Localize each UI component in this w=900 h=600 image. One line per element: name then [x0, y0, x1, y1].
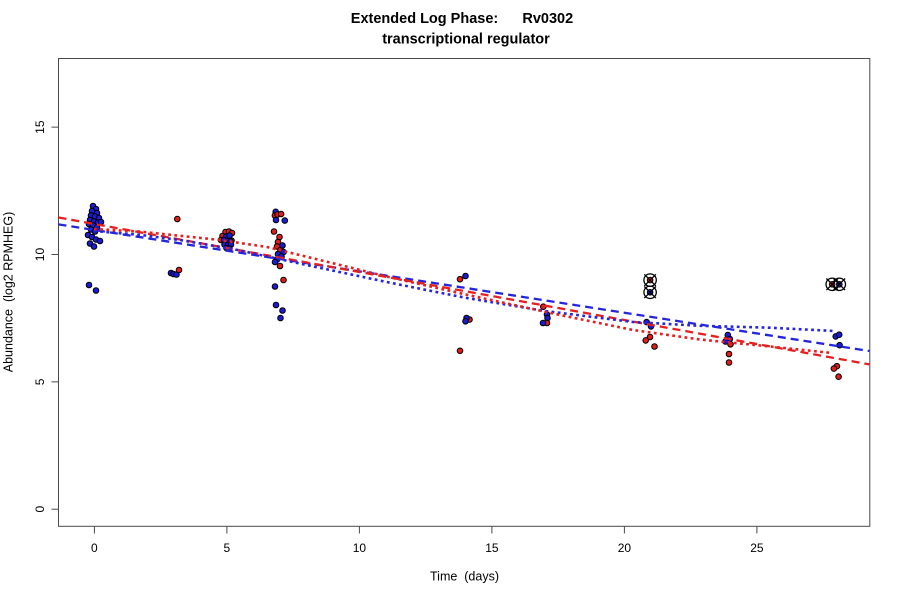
svg-text:15: 15 — [485, 541, 499, 555]
svg-text:transcriptional regulator: transcriptional regulator — [382, 32, 550, 48]
svg-text:10: 10 — [33, 248, 47, 262]
svg-text:0: 0 — [91, 541, 98, 555]
svg-text:Abundance (log2 RPMHEG): Abundance (log2 RPMHEG) — [2, 212, 16, 373]
svg-text:10: 10 — [353, 541, 367, 555]
svg-text:Extended Log Phase: Rv030: Extended Log Phase: Rv0302 — [351, 11, 573, 27]
svg-text:Time (days): Time (days) — [430, 570, 499, 584]
svg-text:5: 5 — [33, 378, 47, 385]
svg-text:20: 20 — [618, 541, 632, 555]
svg-text:15: 15 — [33, 120, 47, 134]
svg-text:5: 5 — [224, 541, 231, 555]
svg-text:0: 0 — [33, 506, 47, 513]
svg-text:25: 25 — [750, 541, 764, 555]
